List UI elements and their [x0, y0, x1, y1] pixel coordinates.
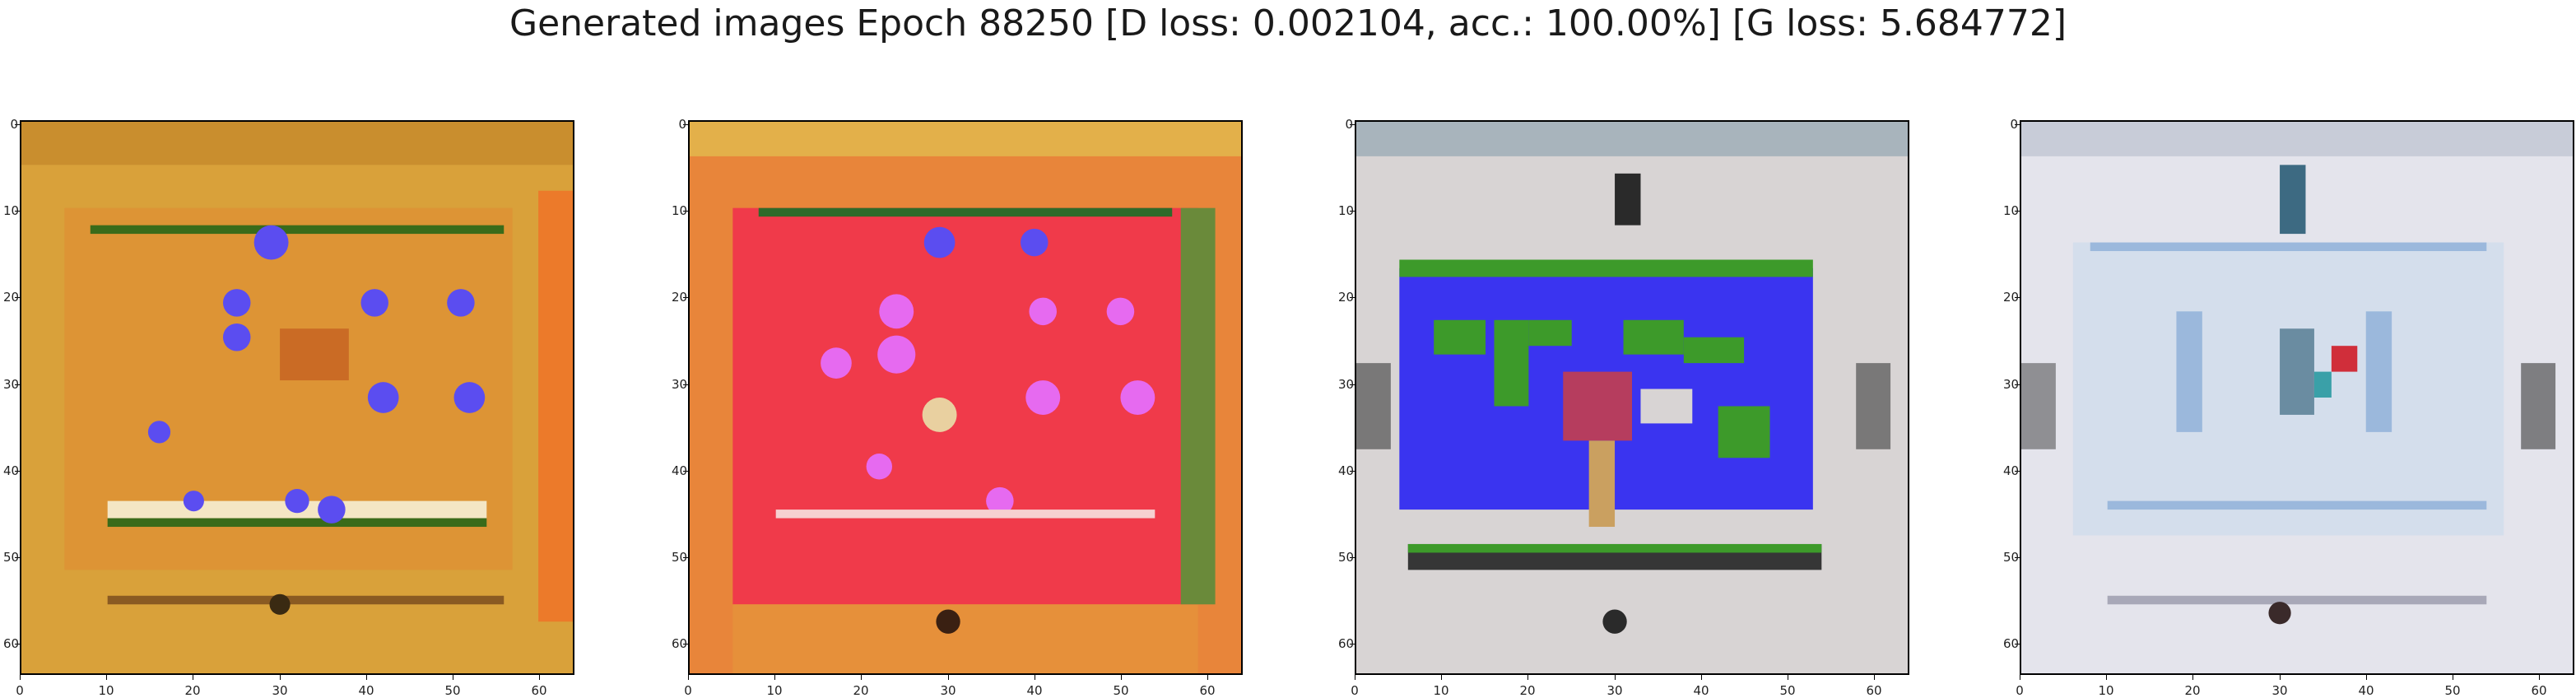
y-tick-label: 0: [1345, 117, 1353, 132]
y-tick-label: 0: [678, 117, 686, 132]
x-tick-label: 60: [1199, 683, 1216, 698]
x-tick-label: 40: [2358, 683, 2374, 698]
x-tick-label: 10: [766, 683, 783, 698]
y-tick-label: 40: [1338, 463, 1355, 478]
generated-image-4: [2020, 120, 2574, 675]
x-tick-label: 20: [853, 683, 869, 698]
y-tick-label: 20: [672, 290, 688, 305]
y-tick-label: 20: [3, 290, 20, 305]
y-tick-label: 50: [2003, 550, 2020, 565]
y-tick-label: 0: [2010, 117, 2018, 132]
y-tick-label: 60: [1338, 636, 1355, 651]
x-tick-label: 40: [1026, 683, 1043, 698]
y-tick-label: 0: [10, 117, 18, 132]
x-tick-label: 20: [184, 683, 201, 698]
y-tick-label: 10: [2003, 203, 2020, 218]
generated-image-2: [688, 120, 1243, 675]
x-tick-label: 50: [1779, 683, 1796, 698]
y-tick-label: 30: [1338, 377, 1355, 392]
y-tick-label: 60: [3, 636, 20, 651]
x-tick-label: 60: [531, 683, 547, 698]
x-tick-label: 60: [2531, 683, 2547, 698]
x-tick-label: 40: [1693, 683, 1709, 698]
y-tick-label: 20: [1338, 290, 1355, 305]
x-tick-label: 40: [358, 683, 374, 698]
y-tick-label: 50: [3, 550, 20, 565]
x-tick-label: 50: [444, 683, 461, 698]
y-tick-label: 20: [2003, 290, 2020, 305]
generated-image-3: [1355, 120, 1909, 675]
x-tick-label: 0: [1351, 683, 1359, 698]
panel-2: 0 10 20 30 40 50 60 0 10 20 30 40 50 60: [672, 117, 1243, 698]
x-tick-label: 20: [2184, 683, 2201, 698]
x-tick-label: 30: [2271, 683, 2288, 698]
y-tick-label: 30: [2003, 377, 2020, 392]
y-tick-label: 60: [672, 636, 688, 651]
y-tick-label: 40: [3, 463, 20, 478]
x-tick-label: 0: [684, 683, 692, 698]
x-tick-label: 10: [98, 683, 114, 698]
x-tick-label: 30: [272, 683, 288, 698]
x-tick-label: 10: [2098, 683, 2114, 698]
x-tick-label: 50: [1113, 683, 1129, 698]
generated-image-1: [20, 120, 574, 675]
x-tick-label: 60: [1866, 683, 1882, 698]
x-tick-label: 30: [1607, 683, 1623, 698]
y-tick-label: 10: [672, 203, 688, 218]
y-tick-label: 10: [1338, 203, 1355, 218]
x-tick-label: 0: [2016, 683, 2024, 698]
y-tick-label: 50: [672, 550, 688, 565]
y-tick-label: 10: [3, 203, 20, 218]
x-tick-label: 50: [2444, 683, 2461, 698]
x-tick-label: 30: [940, 683, 956, 698]
figure-title: Generated images Epoch 88250 [D loss: 0.…: [509, 2, 2067, 44]
panel-3: 0 10 20 30 40 50 60 0 10 20 30 40 50 60: [1338, 117, 1909, 698]
panel-1: 0 10 20 30 40 50 60 0 10 20 30 40 50 60: [3, 117, 574, 698]
x-tick-label: 20: [1519, 683, 1536, 698]
y-tick-label: 40: [672, 463, 688, 478]
y-tick-label: 30: [672, 377, 688, 392]
x-tick-label: 0: [16, 683, 24, 698]
panel-4: 0 10 20 30 40 50 60 0 10 20 30 40 50 60: [2003, 117, 2574, 698]
x-tick-label: 10: [1433, 683, 1449, 698]
y-tick-label: 50: [1338, 550, 1355, 565]
y-tick-label: 40: [2003, 463, 2020, 478]
y-tick-label: 30: [3, 377, 20, 392]
y-tick-label: 60: [2003, 636, 2020, 651]
